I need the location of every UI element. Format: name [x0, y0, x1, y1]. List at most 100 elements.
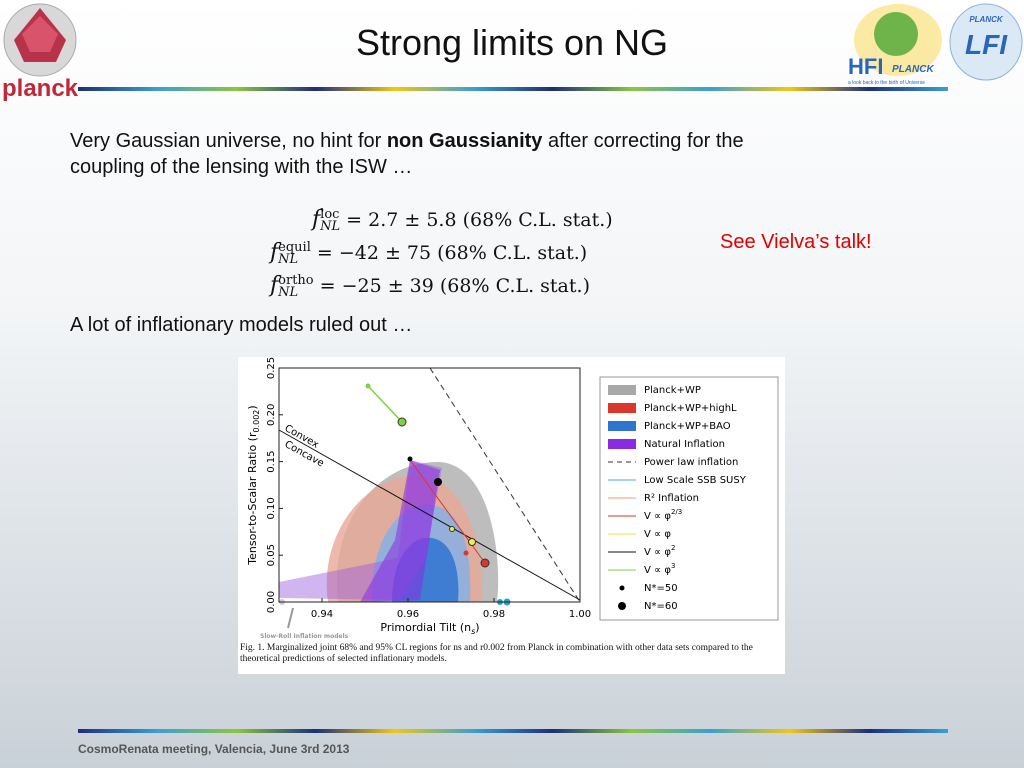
- legend-swatch: [608, 421, 636, 431]
- y-tick-label: 0.10: [266, 497, 277, 519]
- eq-sup: equil: [278, 240, 311, 255]
- equations: f loc NL = 2.7 ± 5.8 (68% C.L. stat.) f equil…: [270, 203, 613, 302]
- legend-swatch: [608, 403, 636, 413]
- lfi-brand: PLANCK: [969, 15, 1004, 24]
- x-tick-label: 1.00: [569, 609, 591, 620]
- legend-sup: 3: [671, 562, 675, 570]
- intro-text: Very Gaussian universe, no hint for non …: [70, 128, 750, 180]
- eq-rhs: = 2.7 ± 5.8 (68% C.L. stat.): [346, 209, 613, 231]
- eq-sub: NL: [320, 219, 341, 234]
- y-tick-label: 0.20: [266, 404, 277, 426]
- instrument-logos: HFI PLANCK a look back to the birth of U…: [848, 3, 1023, 86]
- plot-frame: [278, 367, 581, 603]
- label-sub: 0.002: [252, 410, 261, 433]
- legend-text: N*=60: [644, 601, 678, 612]
- equation: f equil NL = −42 ± 75 (68% C.L. stat.): [270, 236, 613, 269]
- label-part: ): [246, 405, 259, 409]
- label-part: Tensor-to-Scalar Ratio (r: [246, 432, 259, 566]
- eq-sub: NL: [278, 285, 299, 300]
- point: [434, 478, 442, 486]
- legend-sup: 2/3: [671, 508, 682, 516]
- point: [463, 550, 469, 556]
- equation: f loc NL = 2.7 ± 5.8 (68% C.L. stat.): [270, 203, 613, 236]
- legend-text: Planck+WP+highL: [644, 403, 737, 414]
- power-law: [429, 367, 581, 603]
- eq-sup: ortho: [278, 273, 314, 288]
- x-tick-label: 0.98: [483, 609, 505, 620]
- legend-label: N*=50: [644, 583, 678, 594]
- legend-label: Planck+WP: [644, 385, 701, 396]
- point: [407, 456, 413, 462]
- tagline: a look back to the birth of Universe: [848, 80, 925, 86]
- phi3-line: [367, 385, 403, 423]
- planck-logo: planck: [2, 3, 79, 102]
- legend-text: R² Inflation: [644, 493, 699, 504]
- footer: CosmoRenata meeting, Valencia, June 3rd …: [78, 742, 350, 756]
- logo-text: planck: [2, 75, 79, 102]
- intro-part: Very Gaussian universe, no hint for: [70, 130, 387, 152]
- arrow: [287, 607, 294, 629]
- conclusion: A lot of inflationary models ruled out …: [70, 314, 413, 336]
- hfi-brand: PLANCK: [892, 64, 934, 75]
- x-tick-label: 0.96: [397, 609, 419, 620]
- point: [397, 417, 407, 427]
- legend-label: Natural Inflation: [644, 439, 725, 450]
- legend-label: V ∝ φ2: [644, 544, 675, 558]
- intro-bold: non Gaussianity: [386, 130, 543, 152]
- legend-label: Power law inflation: [644, 457, 738, 468]
- point: [449, 526, 455, 532]
- point: [480, 558, 490, 568]
- legend-label: Planck+WP+highL: [644, 403, 737, 414]
- footer-stripe: [78, 729, 948, 733]
- legend-text: V ∝ φ: [644, 565, 671, 576]
- intro-part: after correcting for the coupling of the…: [70, 130, 744, 178]
- y-tick-label: 0.00: [266, 591, 277, 613]
- legend-sup: 2: [671, 544, 675, 552]
- eq-symbol: f: [270, 240, 279, 265]
- label-part: ): [475, 621, 479, 634]
- figure-plot: 0.94 0.96 0.98 1.00 0.00 0.05 0.10 0.15 0.20 0.25…: [240, 357, 779, 664]
- caption-box: Fig. 1. Marginalized joint 68% and 95% C…: [240, 643, 753, 664]
- x-axis-label: Primordial Tilt (ns): [380, 621, 479, 636]
- legend-text: Natural Inflation: [644, 439, 725, 450]
- eq-sub: NL: [278, 252, 299, 267]
- label-part: Primordial Tilt (n: [380, 621, 471, 634]
- legend-text: V ∝ φ: [644, 529, 671, 540]
- point: [468, 538, 476, 546]
- eq-scripts: loc NL: [320, 207, 341, 234]
- equation: f ortho NL = −25 ± 39 (68% C.L. stat.): [270, 269, 613, 302]
- eq-sup: loc: [320, 207, 340, 222]
- legend-swatch: [608, 439, 636, 449]
- eq-scripts: ortho NL: [278, 273, 314, 300]
- legend-text: Planck+WP+BAO: [644, 421, 731, 432]
- legend-swatch: [618, 602, 626, 610]
- point: [365, 383, 371, 389]
- legend-label: V ∝ φ3: [644, 562, 675, 576]
- caption: Fig. 1. Marginalized joint 68% and 95% C…: [240, 643, 753, 664]
- y-tick-label: 0.05: [266, 544, 277, 566]
- eq-symbol: f: [312, 207, 321, 232]
- eq-scripts: equil NL: [278, 240, 311, 267]
- legend-label: V ∝ φ2/3: [644, 508, 682, 522]
- label-sub: s: [471, 627, 475, 636]
- legend-text: N*=50: [644, 583, 678, 594]
- note: See Vielva’s talk!: [720, 231, 872, 253]
- annotation: Slow-Roll Inflation models: [260, 633, 349, 640]
- slide-title: Strong limits on NG: [355, 22, 669, 63]
- legend-label: Low Scale SSB SUSY: [644, 475, 747, 486]
- legend-swatch: [619, 585, 625, 591]
- legend-text: V ∝ φ: [644, 547, 671, 558]
- legend-text: Planck+WP: [644, 385, 701, 396]
- legend-text: V ∝ φ: [644, 511, 671, 522]
- phi2-line: [278, 429, 581, 601]
- eq-rhs: = −25 ± 39 (68% C.L. stat.): [319, 275, 590, 297]
- header-stripe: [78, 87, 948, 91]
- y-tick-label: 0.15: [266, 450, 277, 472]
- legend-label: Planck+WP+BAO: [644, 421, 731, 432]
- legend-text: Power law inflation: [644, 457, 738, 468]
- natural-inflation: [360, 460, 440, 602]
- y-tick-label: 0.25: [266, 357, 277, 379]
- legend-label: V ∝ φ: [644, 529, 671, 540]
